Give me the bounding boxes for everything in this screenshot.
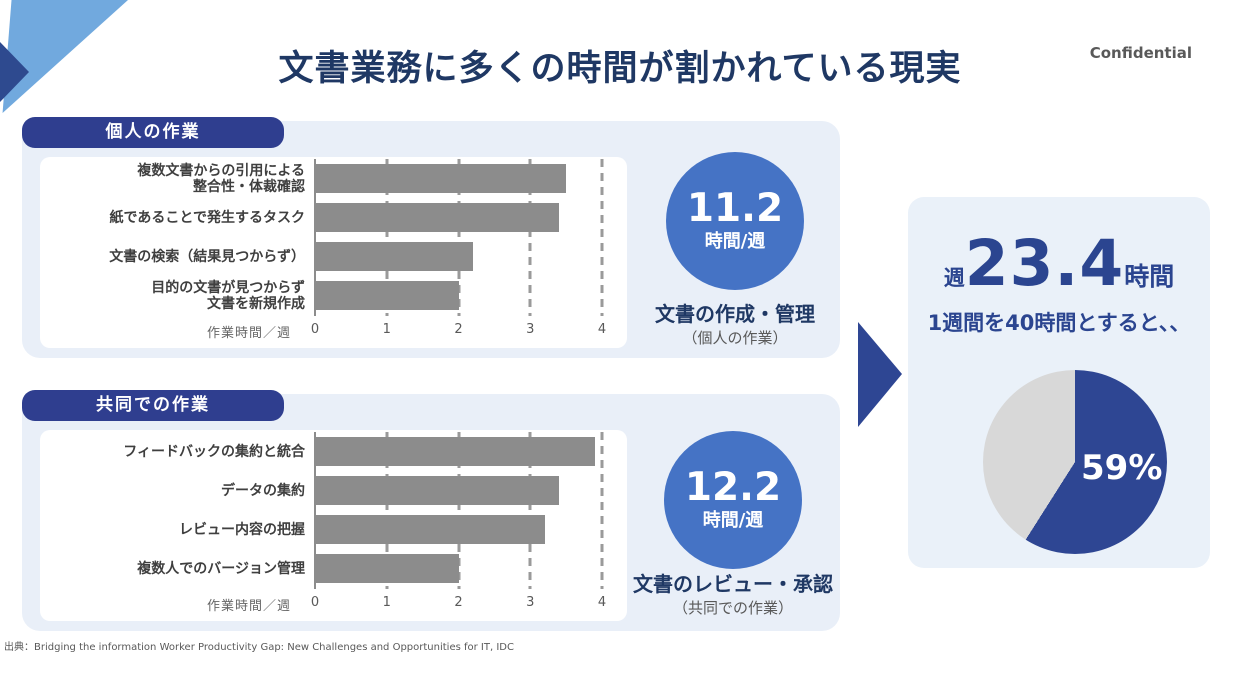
bar-track <box>315 281 602 310</box>
bar-label: 文書の検索（結果見つからず） <box>109 248 305 265</box>
bar-label: 目的の文書が見つからず 文書を新規作成 <box>151 279 305 312</box>
total-hours-headline: 週 23.4 時間 <box>908 227 1210 300</box>
bar <box>315 242 473 271</box>
tick-label: 1 <box>382 322 391 337</box>
axis-line <box>314 159 316 316</box>
caption-subtitle: （共同での作業） <box>672 599 793 617</box>
badge-hours-value: 11.2 <box>686 186 784 231</box>
tick-label: 1 <box>382 595 391 610</box>
bar <box>315 437 595 466</box>
bar-row: 紙であることで発生するタスク <box>40 198 602 237</box>
bar-row: レビュー内容の把握 <box>40 510 602 549</box>
source-citation: 出典：Bridging the information Worker Produ… <box>4 642 514 653</box>
tick-label: 4 <box>597 322 607 337</box>
tick-label: 0 <box>310 595 320 610</box>
tick-label: 4 <box>597 595 607 610</box>
pie-percentage-label: 59% <box>1081 448 1163 488</box>
bar-label: 紙であることで発生するタスク <box>109 209 305 226</box>
summary-subtitle: 1週間を40時間とすると、、 <box>927 311 1191 335</box>
bar-row: データの集約 <box>40 471 602 510</box>
x-axis: 作業時間／週 0 1 2 3 4 <box>40 321 606 341</box>
tick-label: 0 <box>310 322 320 337</box>
badge-hours-unit: 時間/週 <box>702 510 764 531</box>
gridline-4 <box>600 159 604 316</box>
bar-label: フィードバックの集約と統合 <box>123 443 305 460</box>
caption-collaborative: 文書のレビュー・承認 （共同での作業） <box>613 572 853 618</box>
bar-label: レビュー内容の把握 <box>179 521 305 538</box>
bar-track <box>315 203 602 232</box>
bar <box>315 203 559 232</box>
bar <box>315 281 459 310</box>
bar-track <box>315 476 602 505</box>
caption-subtitle: （個人の作業） <box>682 329 788 347</box>
bar-row: フィードバックの集約と統合 <box>40 432 602 471</box>
bar-track <box>315 242 602 271</box>
slide-title: 文書業務に多くの時間が割かれている現実 <box>278 49 962 89</box>
bar-track <box>315 437 602 466</box>
gridline-4 <box>600 432 604 589</box>
tick-label: 2 <box>454 595 463 610</box>
badge-hours-value: 12.2 <box>684 465 782 510</box>
bar-track <box>315 515 602 544</box>
x-axis: 作業時間／週 0 1 2 3 4 <box>40 594 606 614</box>
tick-label: 3 <box>526 322 535 337</box>
confidential-label: Confidential <box>1089 44 1192 62</box>
bar-label: 複数人でのバージョン管理 <box>137 560 305 577</box>
gridline-1 <box>385 159 389 316</box>
tick-label: 3 <box>526 595 535 610</box>
x-axis-ticks: 0 1 2 3 4 <box>311 321 606 341</box>
gridline-2 <box>457 159 460 316</box>
x-axis-ticks: 0 1 2 3 4 <box>311 594 606 614</box>
bar-track <box>315 554 602 583</box>
x-axis-label: 作業時間／週 <box>206 325 291 341</box>
bar-chart-collaborative: フィードバックの集約と統合 データの集約 レビュー内容の把握 複数人でのバージョ… <box>40 430 627 621</box>
chart-rows: 複数文書からの引用による 整合性・体裁確認 紙であることで発生するタスク 文書の… <box>40 159 602 316</box>
summary-panel: 週 23.4 時間 1週間を40時間とすると、、 59% <box>908 197 1210 568</box>
total-hours-prefix: 週 <box>943 266 965 290</box>
bar-row: 目的の文書が見つからず 文書を新規作成 <box>40 276 602 315</box>
chart-rows: フィードバックの集約と統合 データの集約 レビュー内容の把握 複数人でのバージョ… <box>40 432 602 589</box>
bar-track <box>315 164 602 193</box>
gridline-1 <box>385 432 389 589</box>
tick-label: 2 <box>454 322 463 337</box>
bar-row: 複数人でのバージョン管理 <box>40 549 602 588</box>
bar-label: データの集約 <box>221 482 305 499</box>
badge-hours-unit: 時間/週 <box>704 231 766 252</box>
gridline-2 <box>457 432 460 589</box>
panel-collaborative-work: 共同での作業 フィードバックの集約と統合 データの集約 レビュー <box>22 390 840 631</box>
bar-label: 複数文書からの引用による 整合性・体裁確認 <box>137 162 305 195</box>
total-hours-suffix: 時間 <box>1124 262 1175 291</box>
gridline-3 <box>528 159 532 316</box>
caption-title: 文書の作成・管理 <box>655 302 815 326</box>
bar-row: 複数文書からの引用による 整合性・体裁確認 <box>40 159 602 198</box>
total-hours-value: 23.4 <box>964 227 1125 300</box>
chart-gridlines <box>314 159 604 316</box>
gridline-3 <box>528 432 532 589</box>
hours-badge-individual: 11.2 時間/週 <box>666 152 804 290</box>
x-axis-label: 作業時間／週 <box>206 598 291 614</box>
caption-title: 文書のレビュー・承認 <box>633 572 833 596</box>
bar-chart-individual: 複数文書からの引用による 整合性・体裁確認 紙であることで発生するタスク 文書の… <box>40 157 627 348</box>
axis-line <box>314 432 316 589</box>
bar-row: 文書の検索（結果見つからず） <box>40 237 602 276</box>
hours-badge-collaborative: 12.2 時間/週 <box>664 431 802 569</box>
section-header-collaborative: 共同での作業 <box>22 390 284 421</box>
bar <box>315 164 567 193</box>
bar <box>315 554 459 583</box>
arrow-right-icon <box>858 322 902 427</box>
caption-individual: 文書の作成・管理 （個人の作業） <box>615 302 855 348</box>
section-header-individual: 個人の作業 <box>22 117 284 148</box>
bar <box>315 476 559 505</box>
chart-gridlines <box>314 432 604 589</box>
pie-chart: 59% <box>983 370 1167 554</box>
bar <box>315 515 545 544</box>
